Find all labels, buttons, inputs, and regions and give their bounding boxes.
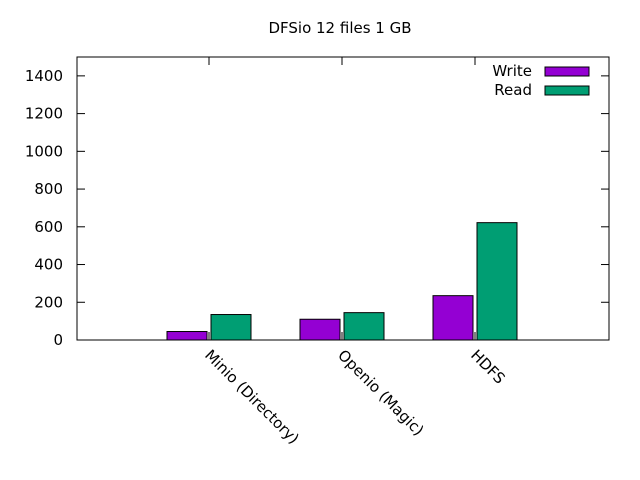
y-tick-label: 600 — [34, 218, 63, 236]
legend-label-read: Read — [494, 81, 532, 99]
category-label: Openio (Magic) — [334, 346, 427, 439]
bar-read-2 — [476, 222, 518, 341]
y-tick-label: 1000 — [25, 142, 63, 160]
category-label: HDFS — [467, 346, 509, 388]
bar-write-1 — [299, 318, 341, 341]
y-axis: 0 200 400 600 800 1000 1200 1400 — [25, 67, 609, 349]
bar-read-0 — [210, 314, 252, 341]
legend-label-write: Write — [492, 62, 532, 80]
bar-write-2 — [432, 295, 474, 341]
y-tick-label: 800 — [34, 180, 63, 198]
bar-read-1 — [343, 312, 385, 341]
legend-swatch-read — [544, 85, 590, 96]
y-tick-label: 400 — [34, 256, 63, 274]
x-axis: Minio (Directory) Openio (Magic) HDFS — [201, 57, 509, 448]
category-label: Minio (Directory) — [201, 346, 303, 448]
chart-title: DFSio 12 files 1 GB — [268, 19, 411, 37]
y-tick-label: 1400 — [25, 67, 63, 85]
legend-swatch-write — [544, 66, 590, 77]
y-tick-label: 0 — [53, 331, 63, 349]
plot-frame — [76, 56, 610, 341]
y-tick-label: 1200 — [25, 105, 63, 123]
y-tick-label: 200 — [34, 293, 63, 311]
bars — [166, 222, 518, 341]
bar-write-0 — [166, 331, 208, 341]
